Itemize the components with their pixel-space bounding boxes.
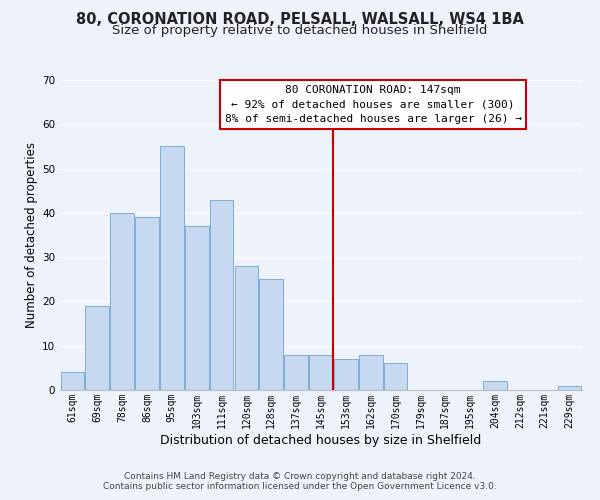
Bar (259, 280, 283, 390)
Bar (210, 200, 233, 390)
Bar (235, 266, 258, 390)
Bar (483, 381, 507, 390)
Bar (185, 226, 209, 390)
Bar (334, 359, 358, 390)
Bar (135, 218, 159, 390)
X-axis label: Distribution of detached houses by size in Shelfield: Distribution of detached houses by size … (160, 434, 482, 446)
Text: Size of property relative to detached houses in Shelfield: Size of property relative to detached ho… (112, 24, 488, 37)
Text: 80 CORONATION ROAD: 147sqm
← 92% of detached houses are smaller (300)
8% of semi: 80 CORONATION ROAD: 147sqm ← 92% of deta… (224, 84, 522, 124)
Text: Contains HM Land Registry data © Crown copyright and database right 2024.: Contains HM Land Registry data © Crown c… (124, 472, 476, 481)
Bar (284, 354, 308, 390)
Y-axis label: Number of detached properties: Number of detached properties (25, 142, 38, 328)
Bar (85, 306, 109, 390)
Bar (160, 146, 184, 390)
Bar (384, 364, 407, 390)
Bar (61, 372, 84, 390)
Bar (359, 354, 383, 390)
Bar (110, 213, 134, 390)
Text: 80, CORONATION ROAD, PELSALL, WALSALL, WS4 1BA: 80, CORONATION ROAD, PELSALL, WALSALL, W… (76, 12, 524, 28)
Text: Contains public sector information licensed under the Open Government Licence v3: Contains public sector information licen… (103, 482, 497, 491)
Bar (309, 354, 333, 390)
Bar (558, 386, 581, 390)
